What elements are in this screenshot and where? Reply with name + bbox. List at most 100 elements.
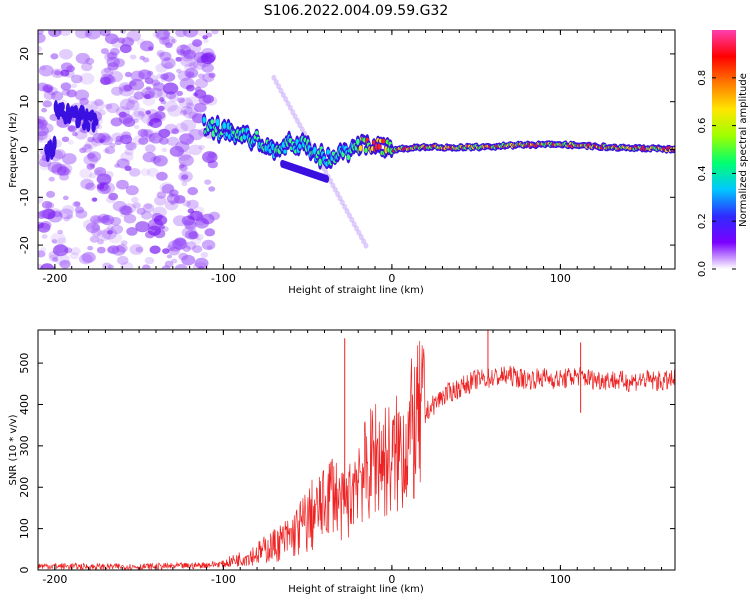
spectrogram-noise-blob — [50, 53, 59, 60]
spectrogram-noise-blob — [72, 201, 81, 208]
spectrogram-streak — [344, 208, 350, 215]
spectrogram-noise-blob — [131, 81, 138, 87]
snr-ytick-label: 400 — [18, 394, 31, 415]
spectrogram-noise-blob — [83, 143, 92, 150]
spectrogram-noise-blob — [172, 215, 188, 227]
spectrogram-noise-blob — [125, 141, 137, 151]
spectrogram-noise-blob — [143, 90, 155, 100]
spectrogram-noise-blob — [78, 253, 93, 265]
spectrogram-noise-blob — [174, 237, 187, 247]
spectrogram-noise-blob — [38, 221, 44, 229]
spectrogram-noise-blob — [112, 200, 127, 212]
spectrogram-noise-blob — [150, 222, 162, 232]
spectrogram-ridge-core — [356, 138, 360, 146]
spectrogram-noise-blob — [101, 133, 110, 141]
spectrogram-noise-blob — [94, 166, 107, 177]
spectrogram-noise-blob — [51, 163, 67, 176]
spectrogram-streak — [290, 109, 296, 116]
spectrogram-noise-blob — [206, 245, 213, 250]
spectrogram-noise-blob — [185, 84, 195, 92]
spectrogram-noise-blob — [39, 209, 50, 218]
spectrogram-noise-blob — [116, 179, 129, 190]
spectrogram-noise-blob — [157, 105, 165, 112]
spectrogram-noise-blob — [81, 251, 96, 263]
spectrogram-ytick-label: -20 — [18, 236, 31, 254]
spectrogram-streak — [283, 96, 289, 103]
spectrogram-noise-blob — [106, 51, 118, 60]
spectrogram-noise-blob — [59, 49, 73, 60]
spectrogram-noise-blob — [121, 131, 132, 140]
spectrogram-noise-blob — [188, 111, 198, 119]
spectrogram-noise-blob — [182, 107, 199, 119]
spectrogram-noise-blob — [140, 168, 151, 176]
spectrogram-noise-blob — [85, 139, 98, 149]
spectrogram-noise-blob — [42, 100, 53, 108]
spectrogram-noise-blob — [125, 99, 140, 111]
spectrogram-noise-blob — [54, 243, 67, 254]
spectrogram-noise-blob — [67, 125, 77, 133]
spectrogram-noise-blob — [176, 90, 184, 97]
spectrogram-noise-blob — [196, 214, 204, 220]
snr-xlabel: Height of straight line (km) — [288, 584, 424, 595]
spectrogram-noise-blob — [148, 132, 164, 144]
spectrogram-noise-blob — [178, 97, 193, 109]
spectrogram-noise-blob — [188, 144, 203, 156]
spectrogram-noise-blob — [79, 168, 93, 179]
spectrogram-noise-blob — [51, 68, 64, 79]
spectrogram-noise-blob — [118, 113, 133, 125]
spectrogram-noise-blob — [84, 31, 92, 38]
spectrogram-noise-blob — [182, 200, 191, 207]
spectrogram-noise-blob — [153, 229, 166, 239]
spectrogram-noise-blob — [164, 62, 174, 70]
spectrogram-noise-blob — [211, 30, 219, 35]
spectrogram-xtick-label: 0 — [388, 272, 395, 285]
spectrogram-noise-blob — [102, 262, 112, 269]
spectrogram-noise-blob — [96, 246, 106, 254]
spectrogram-noise-blob — [174, 264, 188, 269]
spectrogram-streak — [354, 225, 359, 232]
spectrogram-noise-blob — [103, 148, 110, 154]
spectrogram-noise-blob — [129, 168, 141, 177]
spectrogram-noise-blob — [41, 107, 48, 113]
spectrogram-noise-blob — [81, 144, 93, 153]
snr-ytick-label: 200 — [18, 477, 31, 498]
spectrogram-noise-blob — [175, 56, 182, 62]
spectrogram-noise-blob — [155, 30, 170, 41]
spectrogram-ridge-core — [298, 143, 302, 149]
spectrogram-noise-blob — [186, 42, 202, 55]
spectrogram-noise-blob — [137, 128, 149, 138]
spectrogram-noise-blob — [164, 260, 174, 268]
spectrogram-streak — [278, 87, 284, 94]
spectrogram-noise-blob — [196, 216, 205, 223]
colorbar-tick-label: 0.4 — [697, 165, 708, 181]
spectrogram-noise-blob — [123, 84, 133, 92]
spectrogram-noise-blob — [108, 232, 123, 244]
spectrogram-streak — [349, 216, 355, 223]
spectrogram-noise-blob — [120, 261, 134, 269]
spectrogram-noise-blob — [99, 30, 111, 37]
spectrogram-noise-blob — [50, 91, 64, 101]
spectrogram-noise-blob — [133, 107, 147, 118]
spectrogram-noise-blob — [74, 130, 88, 140]
spectrogram-noise-blob — [164, 123, 178, 134]
spectrogram-ridge-outer — [94, 117, 99, 126]
spectrogram-noise-blob — [183, 49, 196, 60]
spectrogram-noise-blob — [99, 181, 116, 194]
spectrogram-noise-blob — [111, 86, 124, 96]
spectrogram-ridge-core — [254, 130, 259, 135]
spectrogram-noise-blob — [129, 80, 137, 87]
spectrogram-noise-blob — [38, 32, 46, 44]
colorbar-label: Normalized spectral amplitude — [738, 73, 749, 227]
spectrogram-noise-blob — [132, 202, 141, 209]
spectrogram-noise-blob — [69, 252, 80, 260]
colorbar-tick-label: 0.8 — [697, 70, 708, 86]
spectrogram-noise-blob — [101, 227, 117, 240]
spectrogram-noise-blob — [80, 178, 94, 190]
spectrogram-noise-blob — [108, 264, 114, 269]
spectrogram-ridge-core — [215, 118, 220, 127]
spectrogram-noise-blob — [131, 110, 145, 121]
spectrogram-noise-blob — [87, 151, 102, 162]
spectrogram-noise-blob — [39, 65, 47, 71]
spectrogram-noise-blob — [201, 63, 214, 73]
